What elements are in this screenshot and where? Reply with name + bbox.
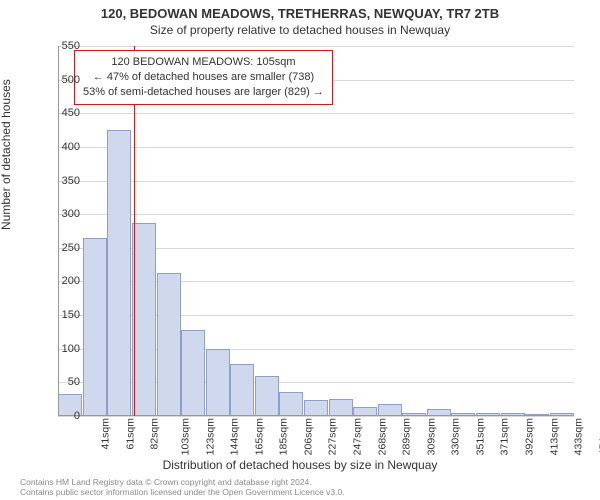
plot-area: 120 BEDOWAN MEADOWS: 105sqm ← 47% of det… bbox=[58, 46, 574, 416]
footer-line-1: Contains HM Land Registry data © Crown c… bbox=[20, 477, 600, 488]
x-tick-label: 433sqm bbox=[573, 418, 585, 455]
x-axis-title: Distribution of detached houses by size … bbox=[0, 458, 600, 472]
y-tick-label: 150 bbox=[50, 309, 80, 321]
y-tick-label: 50 bbox=[50, 376, 80, 388]
x-tick-label: 103sqm bbox=[179, 418, 191, 455]
annotation-line-3: 53% of semi-detached houses are larger (… bbox=[83, 85, 324, 100]
histogram-bar bbox=[329, 399, 353, 416]
y-tick-label: 400 bbox=[50, 141, 80, 153]
histogram-bar bbox=[304, 400, 328, 416]
x-tick-label: 413sqm bbox=[548, 418, 560, 455]
histogram-bar bbox=[157, 273, 181, 416]
histogram-bar bbox=[107, 130, 131, 416]
chart-subtitle: Size of property relative to detached ho… bbox=[0, 21, 600, 37]
annotation-box: 120 BEDOWAN MEADOWS: 105sqm ← 47% of det… bbox=[74, 50, 333, 105]
y-axis-line bbox=[58, 46, 59, 416]
y-tick-label: 250 bbox=[50, 242, 80, 254]
x-tick-label: 82sqm bbox=[149, 418, 161, 450]
x-tick-label: 330sqm bbox=[450, 418, 462, 455]
x-tick-label: 61sqm bbox=[124, 418, 136, 450]
footer-line-2: Contains public sector information licen… bbox=[20, 487, 600, 498]
x-tick-label: 371sqm bbox=[499, 418, 511, 455]
x-tick-label: 41sqm bbox=[100, 418, 112, 450]
y-tick-label: 200 bbox=[50, 275, 80, 287]
x-tick-label: 227sqm bbox=[327, 418, 339, 455]
y-tick-label: 300 bbox=[50, 208, 80, 220]
histogram-bar bbox=[206, 349, 230, 416]
x-tick-label: 268sqm bbox=[376, 418, 388, 455]
annotation-line-1: 120 BEDOWAN MEADOWS: 105sqm bbox=[83, 55, 324, 70]
histogram-bar bbox=[83, 238, 107, 416]
x-axis-line bbox=[58, 415, 574, 416]
x-tick-label: 351sqm bbox=[474, 418, 486, 455]
y-tick-label: 450 bbox=[50, 107, 80, 119]
x-tick-label: 123sqm bbox=[204, 418, 216, 455]
histogram-bar bbox=[279, 392, 303, 416]
histogram-bar bbox=[132, 223, 156, 416]
y-tick-label: 550 bbox=[50, 40, 80, 52]
annotation-line-2: ← 47% of detached houses are smaller (73… bbox=[83, 70, 324, 85]
x-tick-label: 185sqm bbox=[278, 418, 290, 455]
histogram-bar bbox=[230, 364, 254, 416]
x-tick-label: 309sqm bbox=[425, 418, 437, 455]
chart-footer: Contains HM Land Registry data © Crown c… bbox=[0, 477, 600, 498]
y-tick-label: 0 bbox=[50, 410, 80, 422]
x-tick-label: 144sqm bbox=[229, 418, 241, 455]
y-tick-label: 500 bbox=[50, 74, 80, 86]
x-tick-label: 289sqm bbox=[401, 418, 413, 455]
chart-title: 120, BEDOWAN MEADOWS, TRETHERRAS, NEWQUA… bbox=[0, 0, 600, 21]
y-tick-label: 100 bbox=[50, 343, 80, 355]
x-tick-label: 392sqm bbox=[523, 418, 535, 455]
chart-container: 120, BEDOWAN MEADOWS, TRETHERRAS, NEWQUA… bbox=[0, 0, 600, 500]
y-tick-label: 350 bbox=[50, 175, 80, 187]
x-tick-label: 165sqm bbox=[253, 418, 265, 455]
histogram-bar bbox=[255, 376, 279, 416]
histogram-bar bbox=[181, 330, 205, 416]
y-axis-title: Number of detached houses bbox=[0, 79, 13, 230]
x-tick-label: 206sqm bbox=[302, 418, 314, 455]
x-tick-label: 247sqm bbox=[351, 418, 363, 455]
